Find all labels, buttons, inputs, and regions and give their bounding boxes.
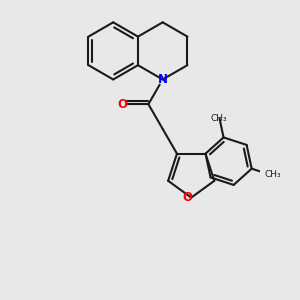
- Text: CH₃: CH₃: [211, 114, 227, 123]
- Text: N: N: [158, 73, 168, 86]
- Text: O: O: [183, 191, 193, 204]
- Text: O: O: [118, 98, 128, 111]
- Text: CH₃: CH₃: [265, 170, 281, 179]
